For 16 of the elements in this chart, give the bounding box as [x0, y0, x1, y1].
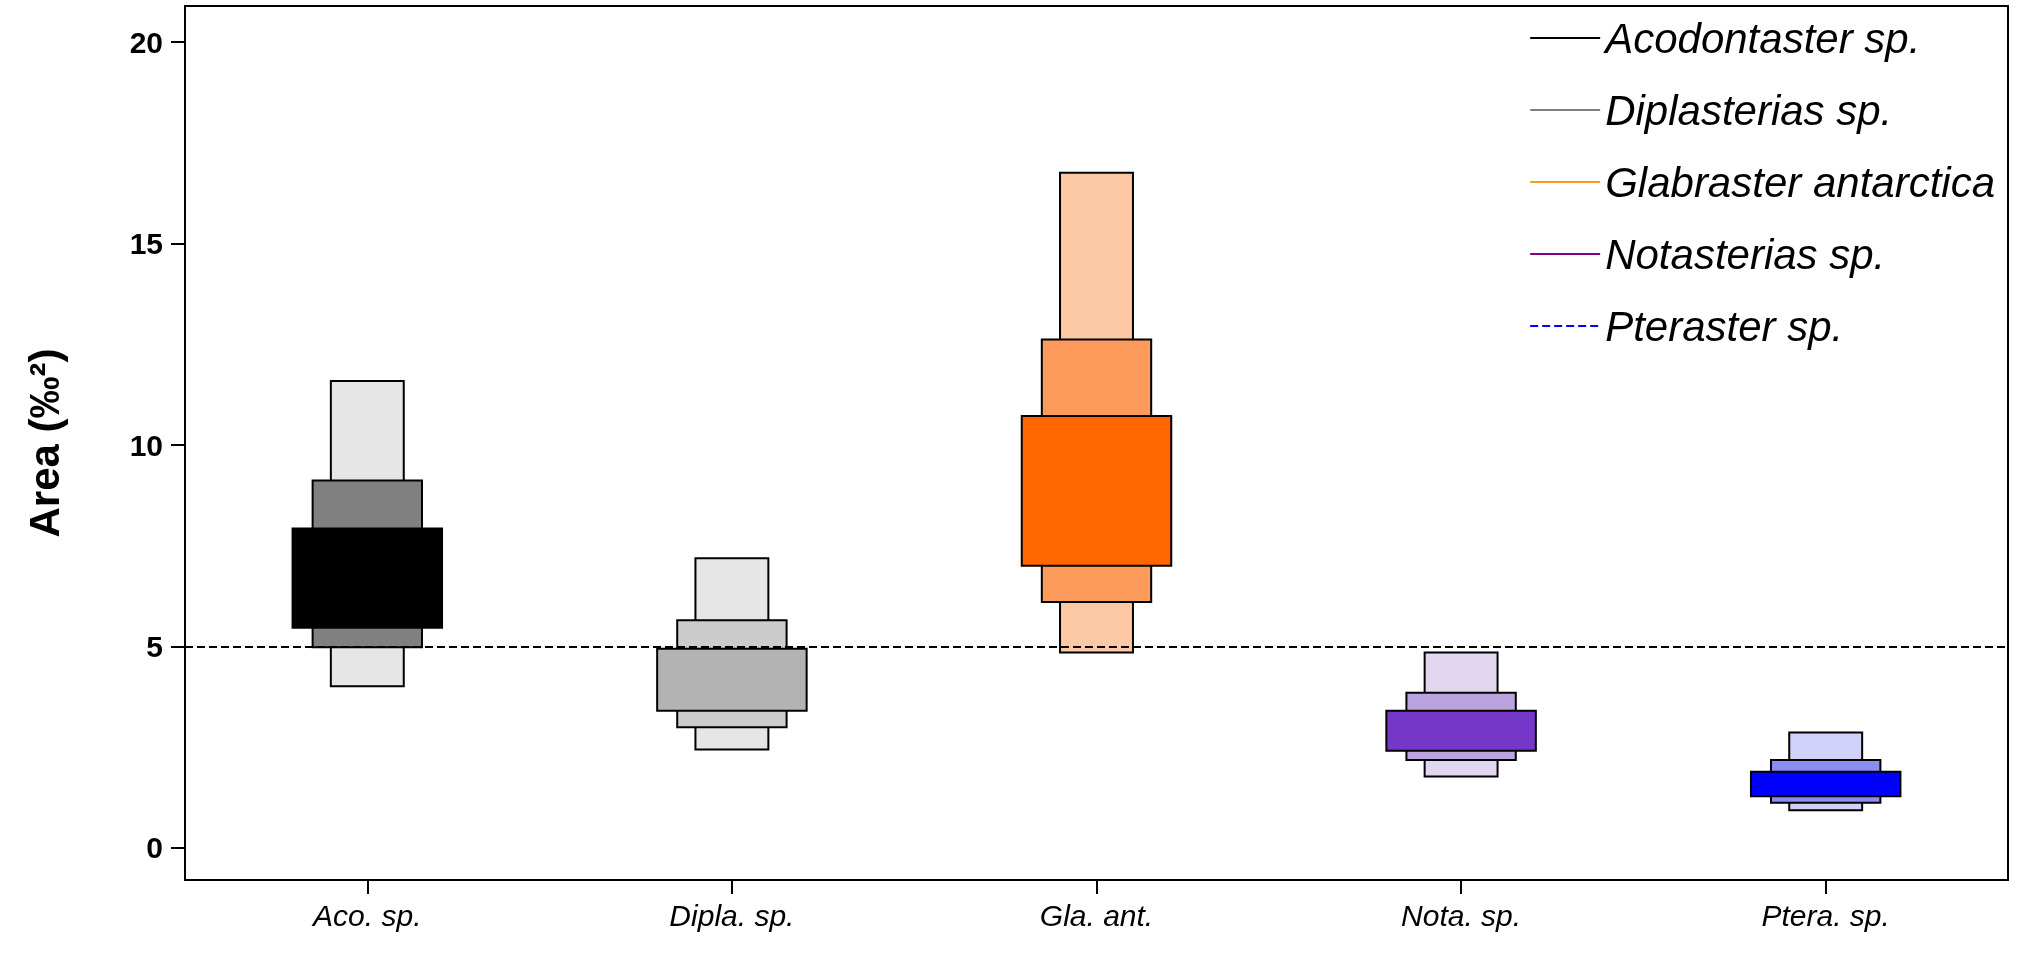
legend-label: Pteraster sp.	[1605, 302, 1844, 350]
x-tick-label: Gla. ant.	[1039, 898, 1154, 932]
legend-label: Diplasterias sp.	[1605, 86, 1893, 134]
y-tick-label: 5	[146, 629, 163, 663]
x-tick-label: Aco. sp.	[311, 898, 422, 932]
legend-label: Notasterias sp.	[1605, 230, 1886, 278]
y-tick-label: 10	[129, 428, 163, 462]
y-tick-label: 15	[129, 227, 163, 261]
y-axis-title: Area (‰²)	[20, 348, 68, 538]
y-tick-label: 0	[146, 831, 163, 865]
y-tick-label: 20	[129, 25, 163, 59]
x-tick-label: Nota. sp.	[1401, 898, 1522, 932]
legend-label: Acodontaster sp.	[1602, 14, 1921, 62]
x-tick-label: Ptera. sp.	[1761, 898, 1890, 932]
x-tick-label: Dipla. sp.	[669, 898, 795, 932]
legend-label: Glabraster antarctica	[1605, 158, 1996, 206]
